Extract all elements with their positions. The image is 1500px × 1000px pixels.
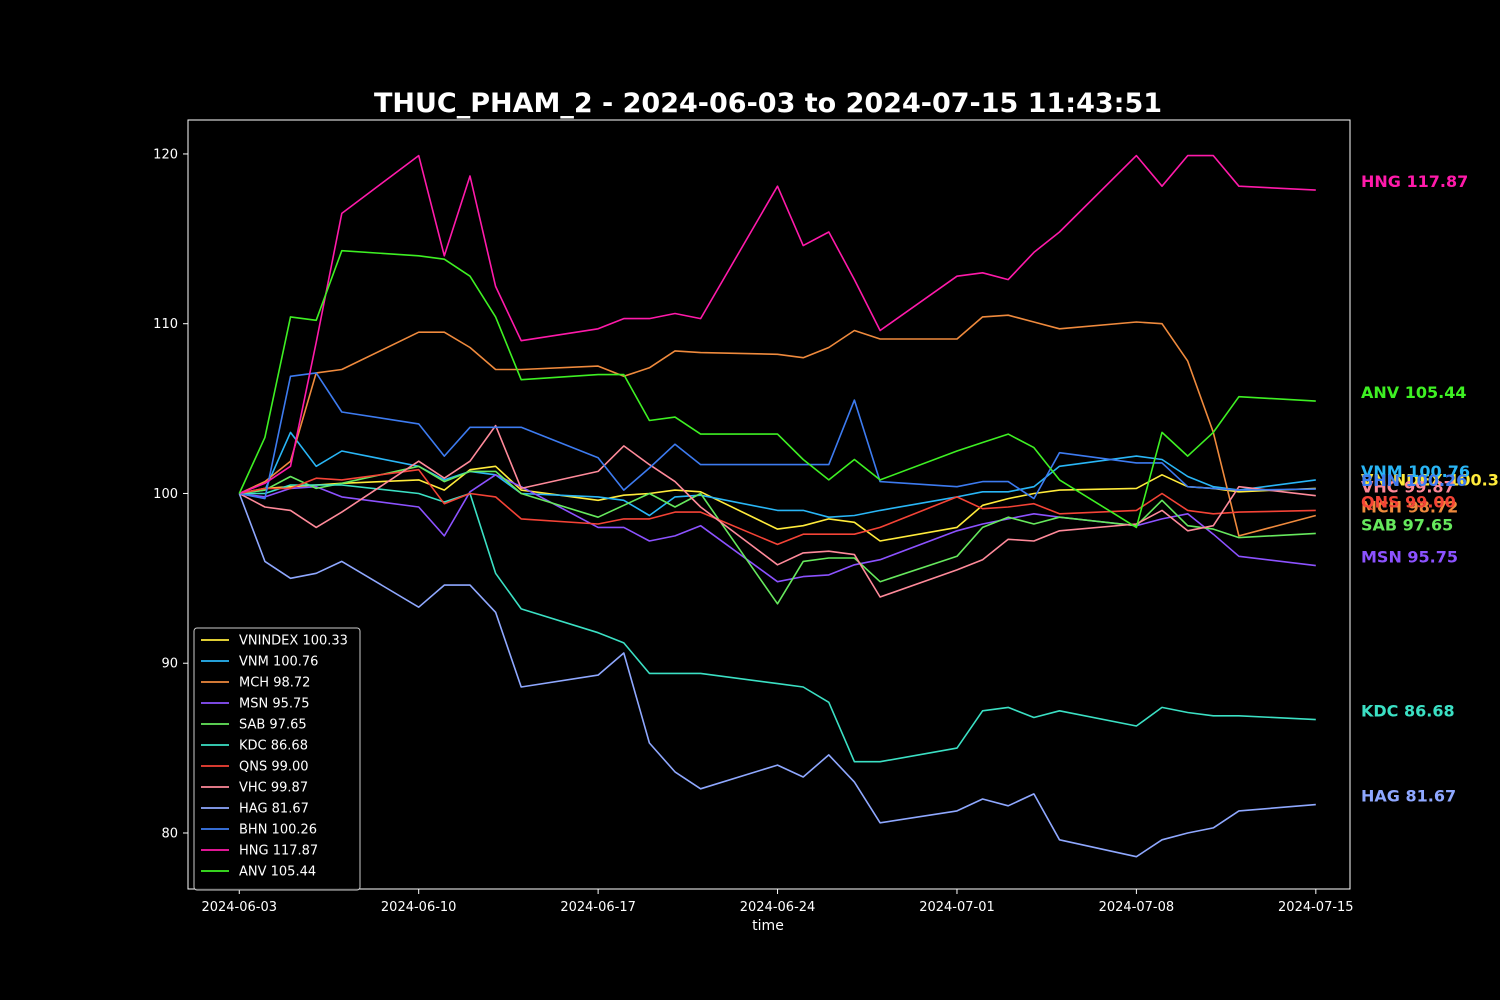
x-tick-label: 2024-06-24 [740,900,816,915]
end-label-hag: HAG 81.67 [1361,787,1456,806]
end-label-bhn: BHN 100.26 [1361,471,1467,490]
series-line-qns [239,468,1316,546]
y-tick-label: 100 [153,487,178,502]
series-line-hag [238,493,1316,858]
legend-box [193,627,361,891]
end-label-msn: MSN 95.75 [1361,548,1458,567]
series-line-kdc [239,484,1316,763]
legend-entry-kdc: KDC 86.68 [239,739,308,754]
end-label-sab: SAB 97.65 [1361,515,1453,534]
x-tick-label: 2024-06-10 [381,900,457,915]
end-label-vhc: VHC 99.87 [1361,478,1455,497]
y-tick-label: 80 [161,826,178,841]
series-line-bhn [239,372,1316,500]
x-tick-label: 2024-07-01 [919,900,995,915]
y-tick-label: 110 [153,317,178,332]
x-tick-label: 2024-06-03 [201,900,277,915]
legend-entry-vnindex: VNINDEX 100.33 [239,634,348,649]
legend-entry-hng: HNG 117.87 [239,844,318,859]
x-tick-label: 2024-07-08 [1099,900,1175,915]
legend-entry-qns: QNS 99.00 [239,760,309,775]
legend-entry-mch: MCH 98.72 [239,676,310,691]
end-label-anv: ANV 105.44 [1361,383,1466,402]
plot-area: 80 90 100 110 120 2024-06-03 2024-06-10 2024-06… [153,119,1500,915]
legend-entry-msn: MSN 95.75 [239,697,310,712]
legend-entry-bhn: BHN 100.26 [239,823,317,838]
chart-title: THUC_PHAM_2 - 2024-06-03 to 2024-07-15 1… [374,88,1162,119]
end-label-vnm: VNM 100.76 [1361,462,1470,481]
series-line-vnindex [239,465,1316,542]
series-line-vhc [238,424,1316,598]
x-axis-label: time [752,918,784,934]
series-line-mch [238,314,1317,537]
legend-entry-sab: SAB 97.65 [239,718,307,733]
legend-entry-vhc: VHC 99.87 [239,781,308,796]
x-tick-label: 2024-07-15 [1278,900,1354,915]
series-line-anv [238,249,1316,529]
y-tick-label: 90 [161,657,178,672]
x-tick-label: 2024-06-17 [560,900,636,915]
legend-entry-anv: ANV 105.44 [239,865,316,880]
plot-frame [187,119,1351,890]
series-line-hng [239,154,1316,495]
legend-entry-hag: HAG 81.67 [239,802,309,817]
end-label-qns: QNS 99.00 [1361,492,1456,511]
end-label-hng: HNG 117.87 [1361,172,1468,191]
legend-entry-vnm: VNM 100.76 [239,655,318,670]
y-tick-label: 120 [153,147,178,162]
end-label-mch: MCH 98.72 [1361,498,1458,517]
end-label-kdc: KDC 86.68 [1361,702,1455,721]
end-label-vnindex: VNINDEX 100.33 [1361,470,1500,489]
